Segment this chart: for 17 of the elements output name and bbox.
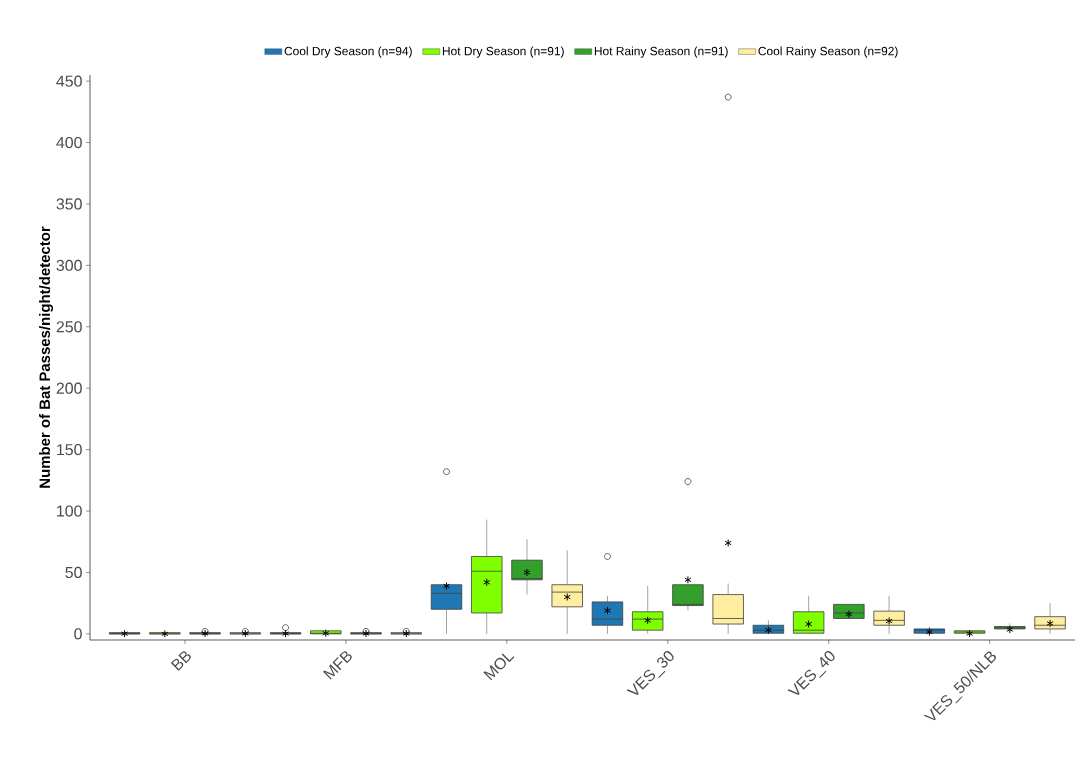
y-tick-label: 300 [56, 259, 82, 272]
y-tick-label: 450 [56, 75, 82, 87]
y-tick-label: 150 [57, 443, 82, 456]
y-tick-label: 0 [74, 628, 82, 640]
x-tick-label: MOL [483, 653, 515, 681]
legend-label: Cool Dry Season (n=94) [284, 46, 412, 58]
x-tick-label: BB [170, 651, 191, 671]
y-tick-label: 50 [65, 566, 82, 579]
y-tick-label: 200 [56, 382, 82, 394]
y-axis-title: Number of Bat Passes/night/detector [39, 226, 54, 488]
y-tick-label: 350 [56, 198, 82, 210]
y-tick-label: 400 [56, 136, 82, 149]
y-tick-label: 100 [57, 505, 82, 517]
legend-label: Cool Rainy Season (n=92) [758, 46, 898, 58]
legend-label: Hot Dry Season (n=91) [442, 46, 564, 58]
y-tick-label: 250 [56, 321, 82, 333]
legend-label: Hot Rainy Season (n=91) [594, 46, 728, 58]
